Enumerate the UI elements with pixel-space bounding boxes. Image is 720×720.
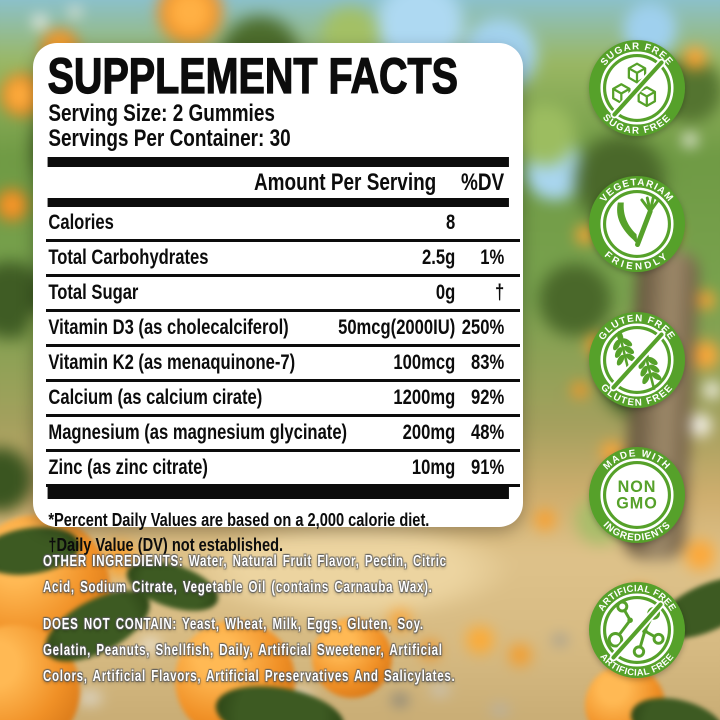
table-row: Magnesium (as magnesium glycinate) 200mg…: [46, 417, 520, 452]
table-row: Calcium (as calcium cirate) 1200mg 92%: [46, 382, 520, 417]
servings-per-container: Servings Per Container: 30: [48, 125, 291, 152]
nutrient-dv: 92%: [470, 386, 505, 409]
table-row: Total Carbohydrates 2.5g 1%: [46, 242, 520, 277]
does-not-contain-line: DOES NOT CONTAIN: Yeast, Wheat, Milk, Eg…: [43, 616, 424, 633]
nutrient-name: Calories: [48, 211, 114, 234]
other-ingredients-line: OTHER INGREDIENTS: Water, Natural Fruit …: [43, 553, 447, 570]
table-row: Zinc (as zinc citrate) 10mg 91%: [46, 452, 520, 487]
vegetarian-friendly-badge: VEGETARIAM FRIENDLY: [588, 175, 686, 273]
does-not-contain-line: Gelatin, Peanuts, Shellfish, Daily, Arti…: [43, 642, 443, 659]
page-title: SUPPLEMENT FACTS: [47, 48, 458, 104]
non-gmo-badge: MADE WITH INGREDIENTS NON GMO: [588, 446, 686, 544]
sugar-free-badge: SUGAR FREE SUGAR FREE: [588, 39, 686, 137]
nutrient-dv: 250%: [461, 316, 505, 339]
nutrient-amount: 200mg: [402, 421, 456, 444]
artificial-free-badge: ARTIFICIAL FREE ARTIFICIAL FREE: [588, 581, 686, 679]
sugar-cubes-crossed-icon: [610, 58, 666, 119]
nutrient-dv: 91%: [470, 456, 505, 479]
divider-bar-thick: [47, 157, 509, 167]
other-ingredients-section: OTHER INGREDIENTS: Water, Natural Fruit …: [43, 549, 447, 601]
knife-fork-v-icon: [617, 196, 660, 248]
nutrient-amount: 100mcg: [393, 351, 456, 374]
nutrient-name: Vitamin D3 (as cholecalciferol): [48, 316, 289, 339]
supplement-facts-panel: SUPPLEMENT FACTS Serving Size: 2 Gummies…: [33, 43, 523, 555]
non-gmo-line1: NON: [618, 478, 657, 496]
dv-column-header: %DV: [460, 168, 505, 196]
footnote-daily-values: *Percent Daily Values are based on a 2,0…: [48, 509, 430, 530]
table-row: Calories 8: [46, 207, 520, 242]
nutrient-amount: 1200mg: [393, 386, 456, 409]
table-row: Vitamin K2 (as menaquinone-7) 100mcg 83%: [46, 347, 520, 382]
non-gmo-line2: GMO: [616, 495, 658, 513]
nutrient-name: Magnesium (as magnesium glycinate): [48, 421, 348, 444]
does-not-contain-line: Colors, Artificial Flavors, Artificial P…: [43, 668, 456, 685]
serving-size: Serving Size: 2 Gummies: [48, 100, 275, 127]
nutrient-amount: 2.5g: [422, 246, 456, 269]
nutrient-name: Calcium (as calcium cirate): [48, 386, 263, 409]
nutrient-name: Total Sugar: [48, 281, 139, 304]
nutrient-dv: 83%: [470, 351, 505, 374]
table-row: Vitamin D3 (as cholecalciferol) 50mcg(20…: [46, 312, 520, 347]
nutrient-name: Zinc (as zinc citrate): [48, 456, 208, 479]
nutrient-dv: 1%: [480, 246, 505, 269]
footnote-dv-not-established: †Daily Value (DV) not established.: [48, 534, 284, 555]
molecule-crossed-icon: [607, 600, 665, 662]
wheat-crossed-icon: [609, 330, 666, 392]
nutrient-name: Vitamin K2 (as menaquinone-7): [48, 351, 296, 374]
nutrient-amount: 0g: [435, 281, 456, 304]
nutrient-name: Total Carbohydrates: [48, 246, 209, 269]
orange-fruit: [312, 618, 392, 698]
does-not-contain-section: DOES NOT CONTAIN: Yeast, Wheat, Milk, Eg…: [43, 612, 455, 690]
other-ingredients-line: Acid, Sodium Citrate, Vegetable Oil (con…: [43, 579, 433, 596]
amount-column-header: Amount Per Serving: [253, 168, 437, 196]
table-header: Amount Per Serving %DV: [46, 167, 520, 198]
nutrient-amount: 10mg: [411, 456, 456, 479]
non-gmo-text: NON GMO: [616, 478, 658, 513]
nutrient-amount: 50mcg(2000IU): [338, 316, 456, 339]
divider-bar-thick: [47, 487, 509, 499]
divider-bar-thick: [47, 198, 509, 207]
nutrient-dv: †: [494, 281, 505, 304]
nutrient-amount: 8: [445, 211, 456, 234]
gluten-free-badge: GLUTEN FREE GLUTEN FREE: [588, 311, 686, 409]
table-row: Total Sugar 0g †: [46, 277, 520, 312]
nutrient-dv: 48%: [470, 421, 505, 444]
